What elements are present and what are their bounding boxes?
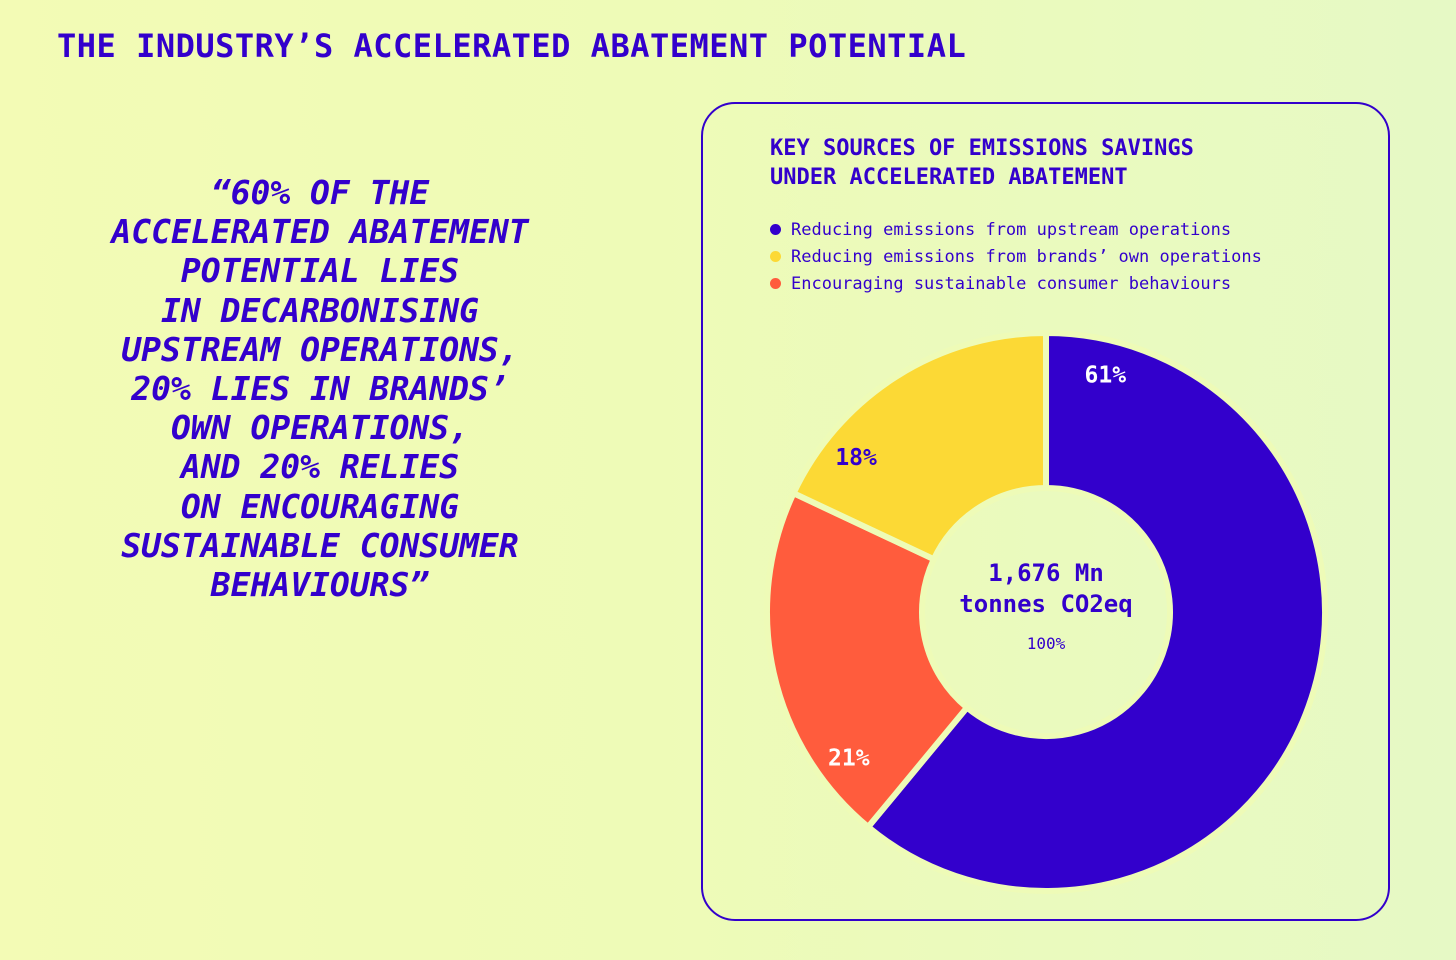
donut-slices <box>764 330 1328 894</box>
donut-label-brands-own-operations: 18% <box>835 445 877 471</box>
donut-slice-consumer-behaviours <box>764 490 970 830</box>
legend-item-upstream-operations: Reducing emissions from upstream operati… <box>770 216 1262 243</box>
legend-swatch-upstream-operations <box>770 224 781 235</box>
pull-quote: “60% OF THE ACCELERATED ABATEMENT POTENT… <box>111 173 529 605</box>
donut-center-unit: tonnes CO2eq <box>959 590 1132 618</box>
chart-title: KEY SOURCES OF EMISSIONS SAVINGS UNDER A… <box>770 136 1194 190</box>
legend-swatch-consumer-behaviours <box>770 278 781 289</box>
legend-swatch-brands-own-operations <box>770 251 781 262</box>
legend-label-brands-own-operations: Reducing emissions from brands’ own oper… <box>791 246 1262 267</box>
legend-label-upstream-operations: Reducing emissions from upstream operati… <box>791 219 1232 240</box>
donut-label-consumer-behaviours: 21% <box>828 745 870 771</box>
donut-center-percent: 100% <box>1027 634 1066 653</box>
donut-slice-labels: 61% 21% 18% <box>828 362 1126 771</box>
page-title: THE INDUSTRY’S ACCELERATED ABATEMENT POT… <box>57 27 967 65</box>
legend-item-brands-own-operations: Reducing emissions from brands’ own oper… <box>770 243 1262 270</box>
donut-slice-upstream-operations <box>865 330 1328 894</box>
legend-label-consumer-behaviours: Encouraging sustainable consumer behavio… <box>791 273 1232 294</box>
chart-legend: Reducing emissions from upstream operati… <box>770 216 1262 297</box>
chart-panel: KEY SOURCES OF EMISSIONS SAVINGS UNDER A… <box>701 102 1390 921</box>
legend-item-consumer-behaviours: Encouraging sustainable consumer behavio… <box>770 270 1262 297</box>
donut-slice-brands-own-operations <box>790 330 1049 563</box>
donut-chart: 61% 21% 18% 1,676 Mn tonnes CO2eq 100% <box>764 330 1328 894</box>
donut-center-total: 1,676 Mn <box>988 559 1104 587</box>
donut-label-upstream-operations: 61% <box>1085 362 1127 388</box>
